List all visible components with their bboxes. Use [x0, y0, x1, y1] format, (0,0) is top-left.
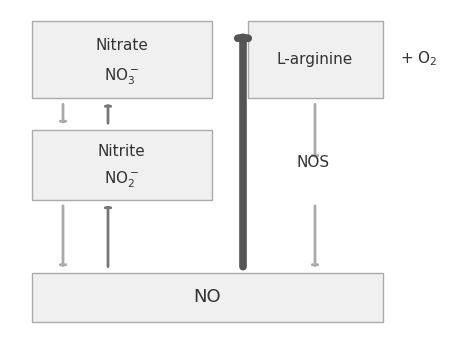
Text: + O$_2$: + O$_2$ [400, 49, 438, 68]
FancyBboxPatch shape [32, 21, 211, 98]
FancyBboxPatch shape [32, 273, 382, 322]
Text: NO$_2^-$: NO$_2^-$ [104, 170, 139, 190]
Text: Nitrate: Nitrate [95, 38, 148, 53]
FancyBboxPatch shape [248, 21, 382, 98]
Text: NOS: NOS [296, 155, 329, 170]
FancyBboxPatch shape [32, 130, 211, 200]
Text: NO$_3^-$: NO$_3^-$ [104, 66, 139, 87]
Text: Nitrite: Nitrite [98, 145, 145, 159]
Text: NO: NO [193, 288, 221, 307]
Text: L-arginine: L-arginine [277, 52, 353, 67]
